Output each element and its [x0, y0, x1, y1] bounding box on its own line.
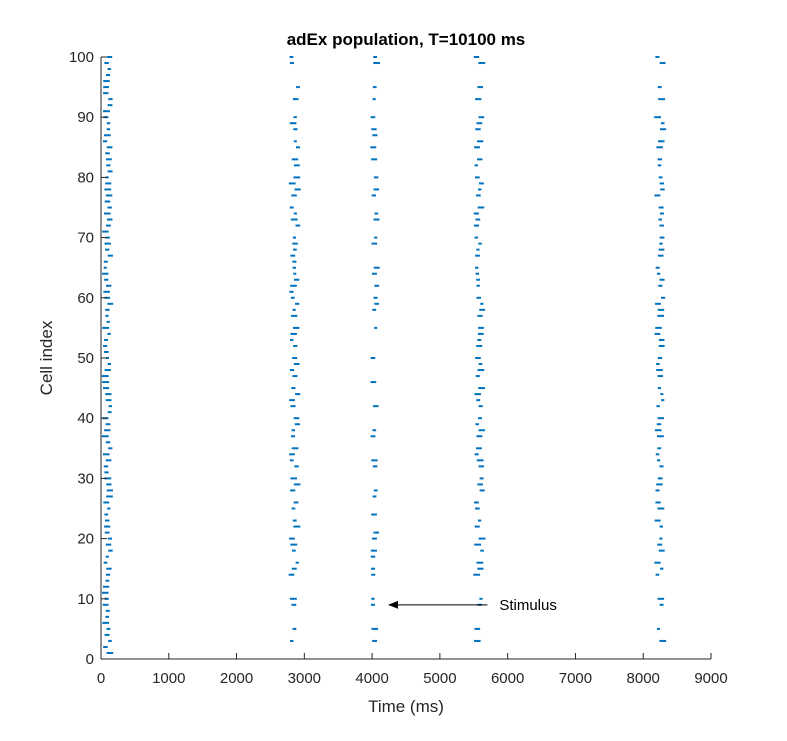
x-axis-label: Time (ms) — [368, 697, 444, 716]
x-tick-label: 2000 — [220, 670, 253, 687]
y-tick-label: 20 — [77, 531, 94, 548]
x-ticks: 0 1000 2000 3000 4000 5000 6000 7000 8000 9000 — [97, 653, 728, 687]
spike-raster — [101, 56, 667, 654]
y-tick-label: 0 — [86, 651, 94, 668]
axes — [100, 57, 711, 660]
x-tick-label: 1000 — [152, 670, 185, 687]
chart-title: adEx population, T=10100 ms — [287, 30, 526, 49]
stimulus-annotation: Stimulus — [388, 597, 557, 614]
x-tick-label: 0 — [97, 670, 105, 687]
x-tick-label: 9000 — [694, 670, 727, 687]
y-tick-label: 30 — [77, 470, 94, 487]
x-tick-label: 8000 — [627, 670, 660, 687]
stimulus-label: Stimulus — [499, 597, 557, 614]
y-tick-label: 80 — [77, 169, 94, 186]
y-tick-label: 70 — [77, 230, 94, 247]
y-tick-label: 10 — [77, 591, 94, 608]
y-tick-label: 100 — [69, 49, 94, 66]
y-tick-label: 50 — [77, 350, 94, 367]
y-tick-label: 90 — [77, 109, 94, 126]
x-tick-label: 4000 — [355, 670, 388, 687]
y-axis-label: Cell index — [37, 320, 56, 395]
x-tick-label: 7000 — [559, 670, 592, 687]
y-tick-label: 60 — [77, 290, 94, 307]
x-tick-label: 5000 — [423, 670, 456, 687]
x-tick-label: 3000 — [288, 670, 321, 687]
y-tick-label: 40 — [77, 410, 94, 427]
x-tick-label: 6000 — [491, 670, 524, 687]
y-ticks: 0 10 20 30 40 50 60 70 80 90 100 — [69, 49, 107, 668]
